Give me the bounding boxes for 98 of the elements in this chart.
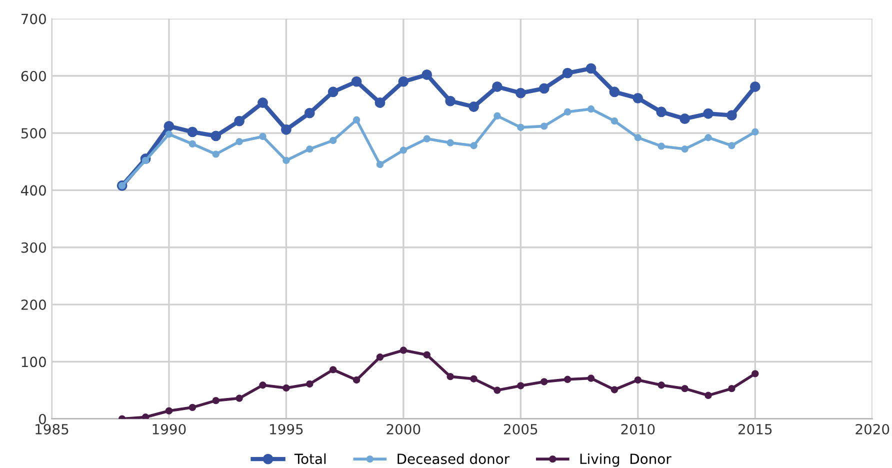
point [632,92,644,104]
point [540,122,548,130]
point [282,156,290,164]
point [400,146,408,154]
point [538,83,550,94]
point [142,156,150,164]
point [188,140,196,148]
point [610,386,618,394]
point [540,378,548,386]
x-tick-label: 1995 [270,424,303,434]
point [259,132,266,140]
point [423,135,430,142]
point [494,112,501,120]
point [752,370,759,378]
point [704,134,712,142]
point [726,110,737,121]
legend-label: Total [294,453,326,464]
point [517,382,524,390]
y-tick-label: 500 [21,128,46,139]
point [422,70,432,80]
point [329,136,337,144]
point [656,106,667,118]
point [374,98,386,108]
point [610,117,618,125]
y-tick-label: 400 [21,185,46,196]
point [728,142,736,150]
point [681,145,688,153]
point [446,139,454,146]
point [517,124,524,131]
point [609,86,620,98]
point [234,116,245,126]
point [306,380,314,388]
point [164,120,174,132]
point [703,108,714,119]
x-tick-label: 2000 [386,424,420,434]
y-tick-label: 600 [21,70,46,82]
point [587,374,595,382]
point [187,126,198,138]
point [376,354,384,361]
point [376,160,384,168]
y-tick-label: 200 [21,300,46,310]
point [328,86,338,98]
x-tick-label: 1990 [152,424,186,434]
point [236,138,243,146]
point [564,376,572,384]
point [750,82,760,92]
point [634,376,642,384]
y-tick-label: 700 [22,14,46,24]
point [704,392,712,400]
point [752,128,759,136]
point [398,76,409,87]
point [280,124,292,135]
point [445,96,456,106]
x-tick-label: 2020 [856,424,890,434]
point [658,142,665,150]
point [212,150,220,158]
point [329,366,337,374]
point [470,142,478,150]
point [515,88,526,98]
point [236,394,243,402]
legend-label: Deceased donor [398,453,510,464]
point [400,346,408,354]
point [586,63,596,74]
point [258,98,268,108]
point [634,134,642,142]
x-tick-label: 2010 [621,424,655,434]
y-tick-label: 300 [21,242,46,253]
point [165,130,173,138]
point [282,384,290,392]
point [680,114,690,124]
point [352,376,360,384]
point [728,384,736,392]
point [210,130,222,142]
point [423,351,430,358]
point [188,404,196,412]
point [494,386,501,394]
point [304,108,315,118]
point [468,102,479,112]
point [587,105,595,113]
point [658,382,665,389]
x-tick-label: 2015 [738,424,772,434]
x-tick-label: 1985 [36,424,68,434]
point [446,372,454,380]
point [165,407,173,414]
point [470,375,478,382]
x-tick-label: 2005 [504,424,538,434]
point [564,108,572,116]
y-tick-label: 0 [38,414,46,424]
point [259,382,266,389]
point [562,68,573,78]
point [352,116,360,124]
point [681,384,688,392]
point [492,82,502,92]
y-tick-label: 100 [22,356,46,368]
point [212,396,220,404]
legend-label: Living Donor [580,453,672,467]
point [306,145,314,153]
point [351,76,362,87]
